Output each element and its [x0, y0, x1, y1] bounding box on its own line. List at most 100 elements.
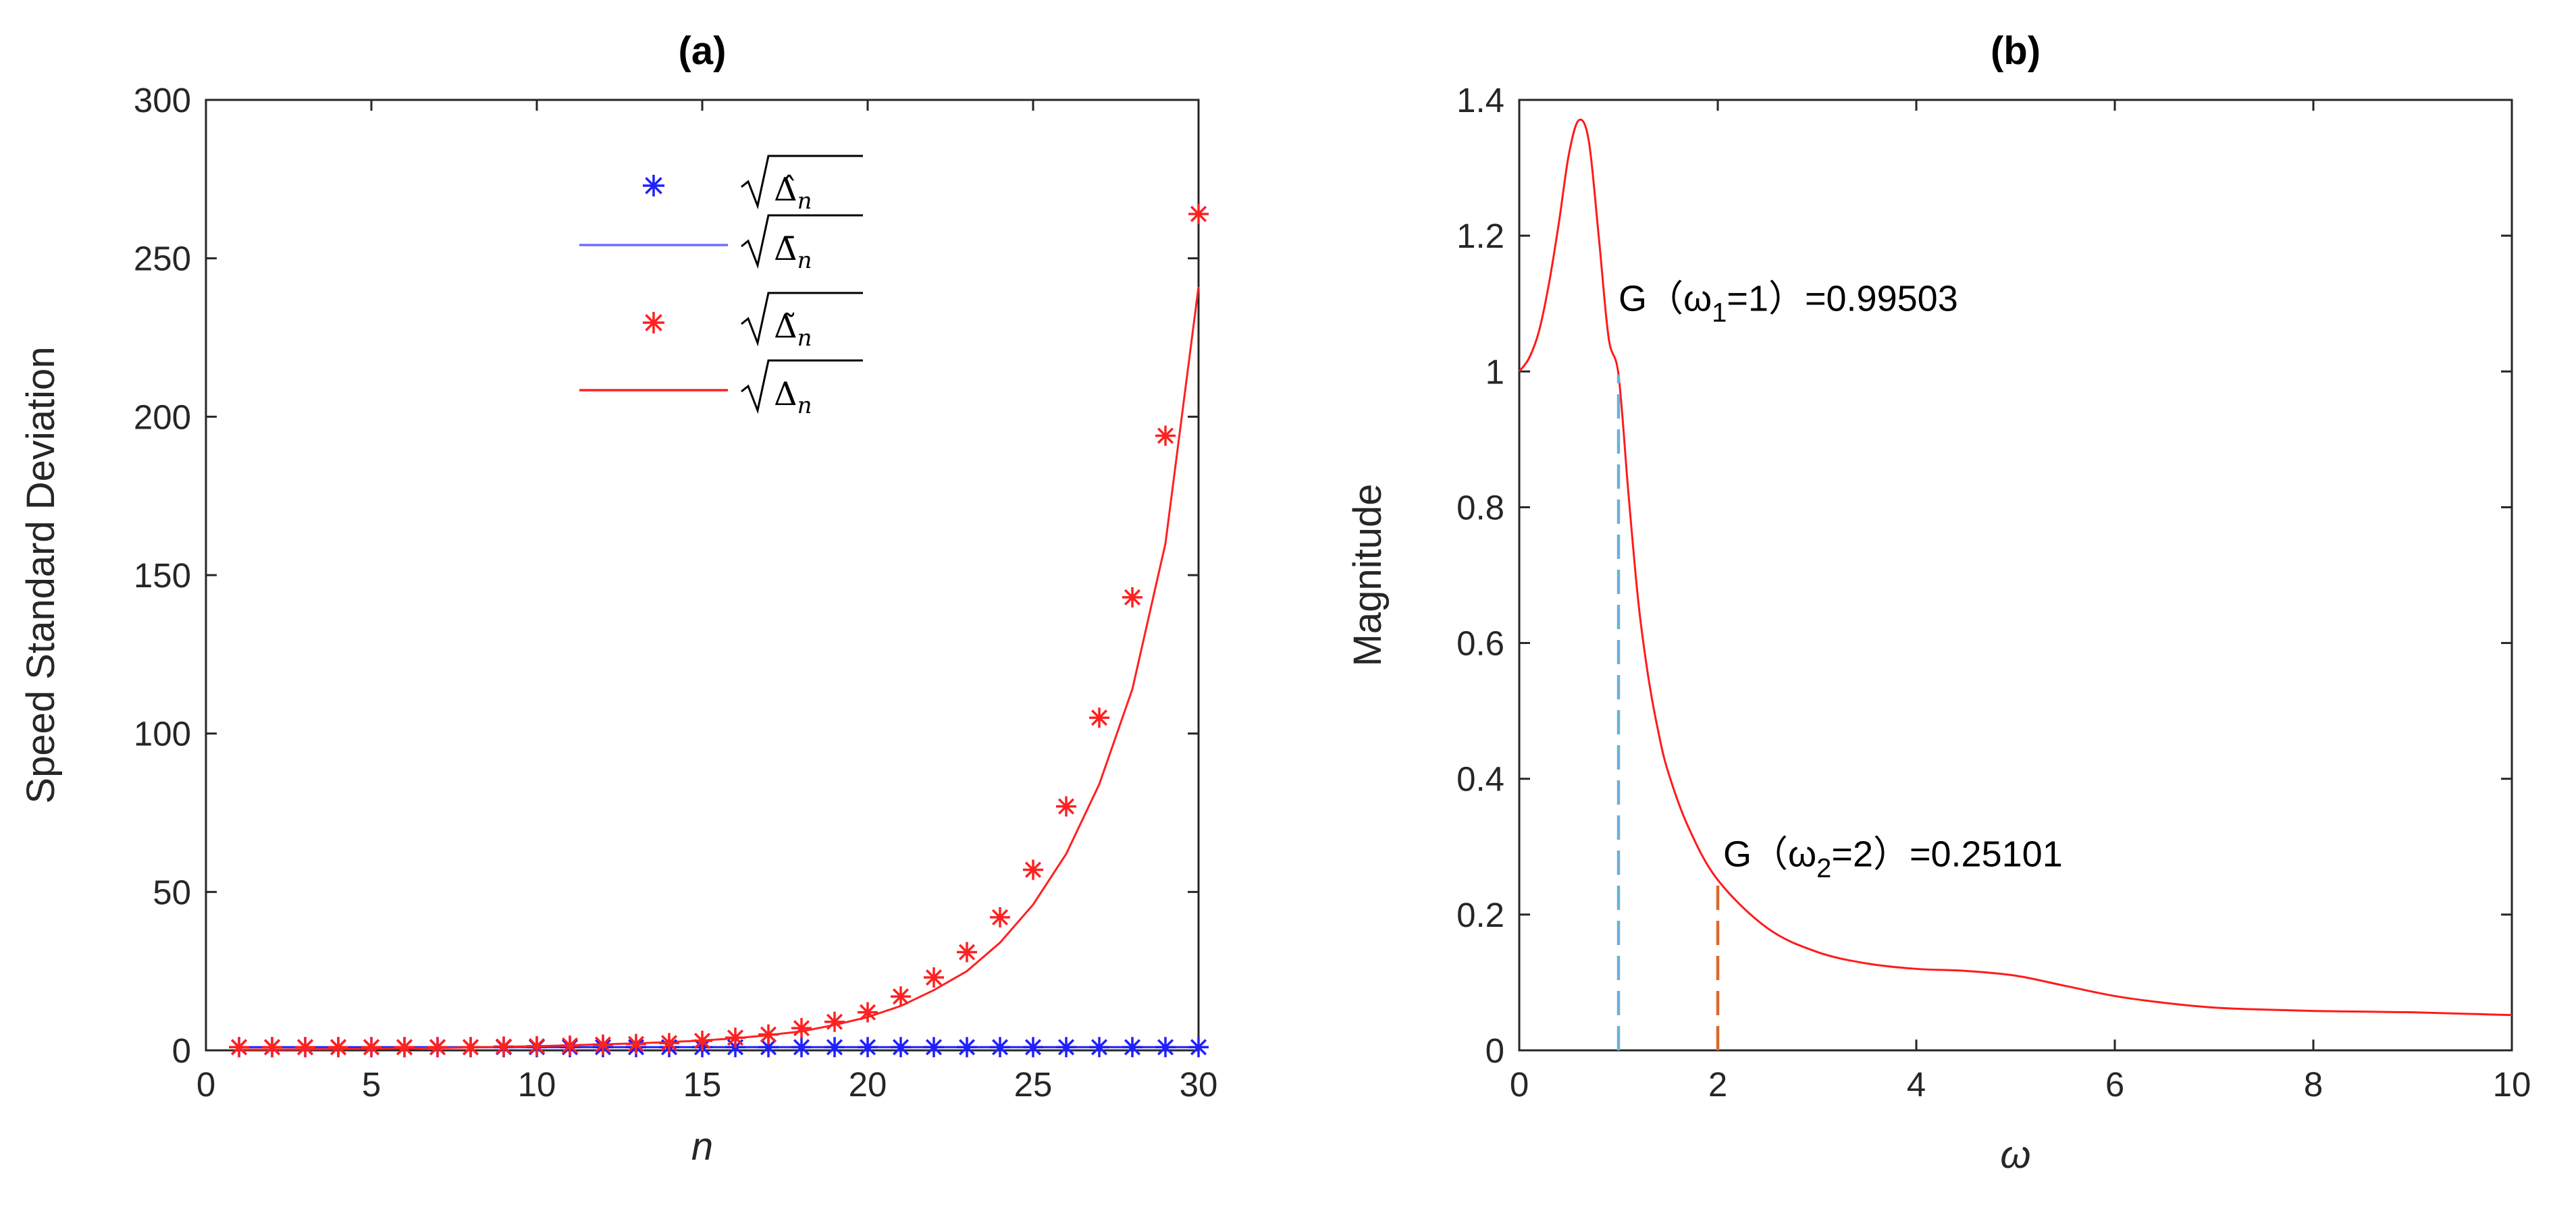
panel-a-point-red: [791, 1018, 812, 1039]
legend-label: Δ̂n: [774, 171, 812, 215]
panel-a-point-red: [1155, 425, 1176, 446]
panel-b-magnitude-curve: [1518, 118, 2513, 1017]
annotation-value: =1）=0.99503: [1727, 278, 1957, 319]
panel-a-point-red: [626, 1033, 646, 1054]
legend-symbol: Δ̄: [774, 230, 797, 268]
panel-b-xtick-label: 10: [2493, 1065, 2531, 1104]
panel-a-ytick-label: 150: [134, 556, 191, 595]
panel-a-point-red: [957, 942, 977, 963]
panel-b-xtick-label: 8: [2304, 1065, 2323, 1104]
annotation-prefix: G（ω: [1723, 834, 1816, 875]
panel-b-ytick-label: 0.6: [1456, 624, 1504, 663]
panel-a-point-red: [990, 907, 1010, 927]
panel-a-ylabel: Speed Standard Deviation: [19, 346, 63, 803]
panel-a-point-blue: [1056, 1037, 1076, 1058]
panel-a-ytick-label: 100: [134, 715, 191, 753]
panel-a-xlabel: n: [691, 1125, 713, 1168]
panel-a-legend: Δ̂nΔ̄nΔ̃nΔn: [579, 155, 863, 419]
panel-a-point-blue: [1122, 1037, 1142, 1058]
panel-a-point-red: [1023, 859, 1043, 880]
panel-b-xtick-label: 0: [1510, 1065, 1529, 1104]
panel-a-point-blue: [1089, 1037, 1109, 1058]
panel-b-xtick-label: 2: [1708, 1065, 1727, 1104]
panel-b-ticks: 0 2 4 6 8 10 0 0.2 0.4 0.6 0.8 1 1.2 1.4: [1456, 81, 2531, 1104]
panel-b-ytick-label: 0.8: [1456, 488, 1504, 527]
sqrt-icon: [741, 155, 863, 210]
panel-a-ytick-label: 250: [134, 240, 191, 278]
panel-b-plot-area: [1518, 99, 2513, 1052]
panel-a-point-red: [758, 1024, 779, 1045]
panel-a-xtick-label: 0: [196, 1065, 215, 1104]
panel-a-ytick-label: 300: [134, 81, 191, 119]
panel-a-point-blue: [1188, 1037, 1209, 1058]
panel-a-plot-area: [205, 99, 1200, 1052]
panel-a-point-blue: [1023, 1037, 1043, 1058]
legend-symbol: Δ̂: [774, 171, 797, 209]
legend-entry: Δn: [579, 359, 863, 419]
panel-a-xtick-label: 10: [518, 1065, 556, 1104]
annotation-prefix: G（ω: [1619, 278, 1712, 319]
panel-a-xtick-label: 30: [1180, 1065, 1218, 1104]
panel-b-title: (b): [1991, 29, 2041, 73]
panel-a-point-red: [328, 1037, 348, 1058]
panel-a-xtick-label: 5: [362, 1065, 381, 1104]
annotation-value: =2）=0.25101: [1831, 834, 2062, 875]
panel-a-point-red: [824, 1011, 845, 1032]
panel-a-point-red: [725, 1027, 745, 1048]
panel-a-point-blue: [891, 1037, 911, 1058]
panel-a-point-blue: [824, 1037, 845, 1058]
panel-a-point-red: [427, 1037, 448, 1058]
panel-a-point-blue: [1155, 1037, 1176, 1058]
panel-a-ytick-label: 200: [134, 398, 191, 436]
panel-b-ytick-label: 1: [1486, 352, 1504, 391]
panel-b-xlabel: ω: [2000, 1133, 2030, 1177]
panel-b-annotation: G（ω2=2）=0.25101: [1723, 834, 2063, 884]
legend-entry: Δ̃n: [643, 292, 863, 352]
panel-b-xtick-label: 6: [2105, 1065, 2124, 1104]
annotation-subscript: 1: [1712, 298, 1727, 327]
panel-b-xtick-label: 4: [1907, 1065, 1926, 1104]
panel-a-point-red: [1056, 796, 1076, 817]
panel-a-point-red: [659, 1033, 679, 1054]
legend-entry: Δ̂n: [643, 155, 863, 215]
panel-a-point-red: [295, 1037, 315, 1058]
panel-a-series-line-red: [238, 286, 1200, 1051]
legend-marker-star: [643, 312, 664, 333]
legend-entry: Δ̄n: [579, 214, 863, 274]
legend-label: Δ̄n: [774, 230, 812, 274]
panel-a-point-red: [361, 1037, 382, 1058]
legend-symbol: Δ̃: [774, 308, 797, 346]
legend-subscript: n: [797, 188, 812, 215]
legend-subscript: n: [797, 325, 812, 352]
legend-label: Δn: [774, 375, 812, 419]
panel-a-point-red: [394, 1037, 415, 1058]
panel-b-ytick-label: 1.4: [1456, 81, 1504, 119]
legend-subscript: n: [797, 392, 812, 419]
panel-a-point-blue: [990, 1037, 1010, 1058]
panel-a-point-red: [891, 986, 911, 1007]
legend-marker-star: [643, 175, 664, 196]
panel-a-ytick-label: 50: [153, 873, 191, 911]
panel-b-series: [1518, 118, 2513, 1017]
panel-a-point-blue: [924, 1037, 944, 1058]
panel-a-point-blue: [758, 1037, 779, 1058]
panel-b-ytick-label: 0: [1486, 1031, 1504, 1070]
sqrt-icon: [741, 359, 863, 414]
annotation-subscript: 2: [1816, 854, 1831, 884]
panel-a-ytick-label: 0: [172, 1031, 191, 1070]
sqrt-icon: [741, 292, 863, 347]
panel-a-point-red: [1188, 203, 1209, 224]
panel-a-point-blue: [858, 1037, 878, 1058]
panel-a-title: (a): [679, 29, 727, 73]
panel-a-point-blue: [791, 1037, 812, 1058]
panel-a-point-red: [1089, 707, 1109, 728]
panel-a-point-red: [527, 1035, 547, 1056]
panel-b-ytick-label: 0.4: [1456, 760, 1504, 799]
sqrt-icon: [741, 214, 863, 269]
legend-subscript: n: [797, 247, 812, 274]
panel-b-ytick-label: 1.2: [1456, 217, 1504, 255]
